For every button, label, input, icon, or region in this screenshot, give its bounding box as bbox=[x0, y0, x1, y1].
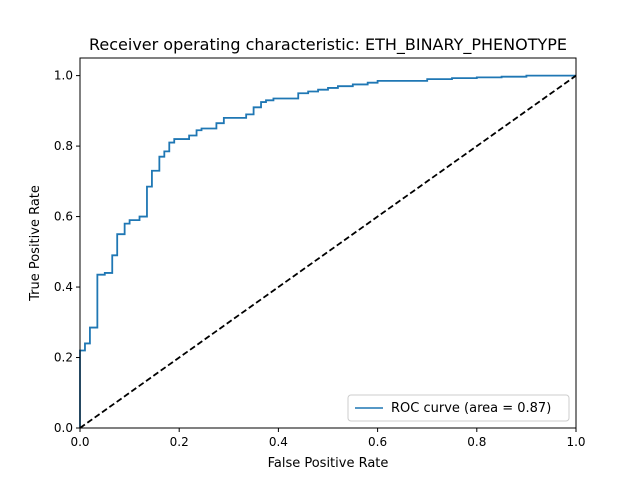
y-tick-label: 0.4 bbox=[54, 280, 73, 294]
plot-area bbox=[80, 58, 576, 428]
y-tick-label: 1.0 bbox=[54, 69, 73, 83]
x-tick-label: 0.0 bbox=[70, 435, 89, 449]
x-axis-label: False Positive Rate bbox=[268, 456, 389, 471]
chart-title: Receiver operating characteristic: ETH_B… bbox=[89, 35, 567, 55]
legend: ROC curve (area = 0.87) bbox=[347, 394, 570, 422]
y-tick-label: 0.6 bbox=[54, 210, 73, 224]
x-tick-label: 0.4 bbox=[269, 435, 288, 449]
y-tick-label: 0.0 bbox=[54, 421, 73, 435]
y-tick-label: 0.8 bbox=[54, 139, 73, 153]
legend-box bbox=[347, 394, 570, 422]
plot-frame bbox=[79, 57, 577, 429]
y-axis-ticks: 0.0 0.2 0.4 0.6 0.8 1.0 bbox=[54, 69, 80, 435]
y-axis-label: True Positive Rate bbox=[28, 185, 43, 302]
legend-label: ROC curve (area = 0.87) bbox=[391, 401, 551, 416]
y-tick-label: 0.2 bbox=[54, 351, 73, 365]
roc-curve-line bbox=[79, 74, 576, 428]
x-tick-label: 1.0 bbox=[566, 435, 585, 449]
x-tick-label: 0.2 bbox=[170, 435, 189, 449]
chance-diagonal-line bbox=[79, 74, 577, 429]
x-tick-label: 0.6 bbox=[368, 435, 387, 449]
x-tick-label: 0.8 bbox=[467, 435, 486, 449]
series-layer bbox=[79, 74, 577, 429]
x-axis-ticks: 0.0 0.2 0.4 0.6 0.8 1.0 bbox=[70, 428, 586, 449]
